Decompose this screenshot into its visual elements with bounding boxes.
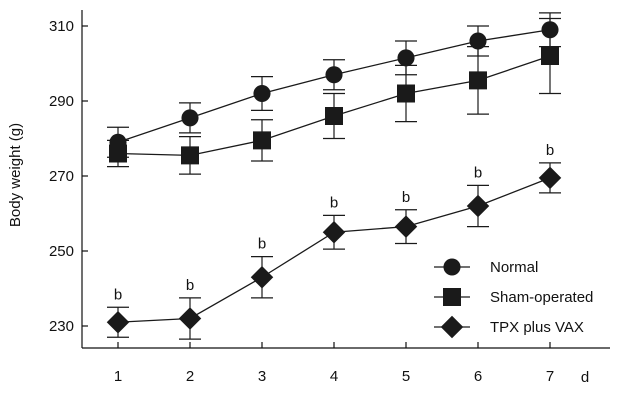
x-tick-label: 6 xyxy=(474,368,482,385)
y-tick-label: 230 xyxy=(49,318,74,335)
significance-label: b xyxy=(186,277,194,294)
significance-label: b xyxy=(546,142,554,159)
data-point-sham-operated xyxy=(253,131,271,150)
data-point-sham-operated xyxy=(397,84,415,103)
data-point-tpx-plus-vax xyxy=(538,166,562,190)
axes-layer xyxy=(81,10,610,349)
significance-label: b xyxy=(258,236,266,253)
legend-marker-normal xyxy=(443,258,461,276)
data-point-tpx-plus-vax xyxy=(106,311,130,334)
data-point-normal xyxy=(325,66,343,84)
ticks-layer: 230 250 270 290 310 1 2 3 4 5 6 7 xyxy=(49,18,554,385)
data-point-tpx-plus-vax xyxy=(394,215,418,238)
data-point-sham-operated xyxy=(325,107,343,125)
data-point-sham-operated xyxy=(109,144,127,163)
y-axis-label: Body weight (g) xyxy=(7,123,24,227)
legend-marker-tpx-plus-vax xyxy=(440,315,464,339)
data-point-normal xyxy=(181,109,199,127)
x-tick-label: 4 xyxy=(330,368,338,385)
y-tick-label: 270 xyxy=(49,168,74,185)
x-tick-label: 3 xyxy=(258,368,266,385)
data-point-tpx-plus-vax xyxy=(322,221,346,244)
significance-label: b xyxy=(402,189,410,206)
legend-label-normal: Normal xyxy=(490,259,538,276)
x-tick-label: 7 xyxy=(546,368,554,385)
data-point-sham-operated xyxy=(541,47,559,65)
x-tick-label: 5 xyxy=(402,368,410,385)
series-sham-operated xyxy=(107,17,561,175)
data-point-sham-operated xyxy=(469,71,487,90)
legend-label-tpx-plus-vax: TPX plus VAX xyxy=(490,319,584,336)
legend-marker-sham-operated xyxy=(443,288,461,306)
series-layer xyxy=(106,12,562,340)
data-point-tpx-plus-vax xyxy=(178,307,202,330)
x-tick-label: 1 xyxy=(114,368,122,385)
significance-label: b xyxy=(330,194,338,211)
data-point-normal xyxy=(469,32,487,50)
significance-label: b xyxy=(114,286,122,303)
x-axis-label: d xyxy=(581,369,589,386)
y-tick-label: 310 xyxy=(49,18,74,35)
data-point-tpx-plus-vax xyxy=(466,194,490,218)
series-tpx-plus-vax xyxy=(106,162,562,340)
data-point-normal xyxy=(397,49,415,67)
data-point-tpx-plus-vax xyxy=(250,266,274,289)
data-point-normal xyxy=(253,84,271,103)
x-tick-label: 2 xyxy=(186,368,194,385)
annotation-layer: b b b b b b b xyxy=(114,142,554,303)
legend: Normal Sham-operated TPX plus VAX xyxy=(434,258,593,339)
y-tick-label: 250 xyxy=(49,243,74,260)
legend-label-sham-operated: Sham-operated xyxy=(490,289,593,306)
y-tick-label: 290 xyxy=(49,93,74,110)
significance-label: b xyxy=(474,164,482,181)
data-point-sham-operated xyxy=(181,146,199,165)
